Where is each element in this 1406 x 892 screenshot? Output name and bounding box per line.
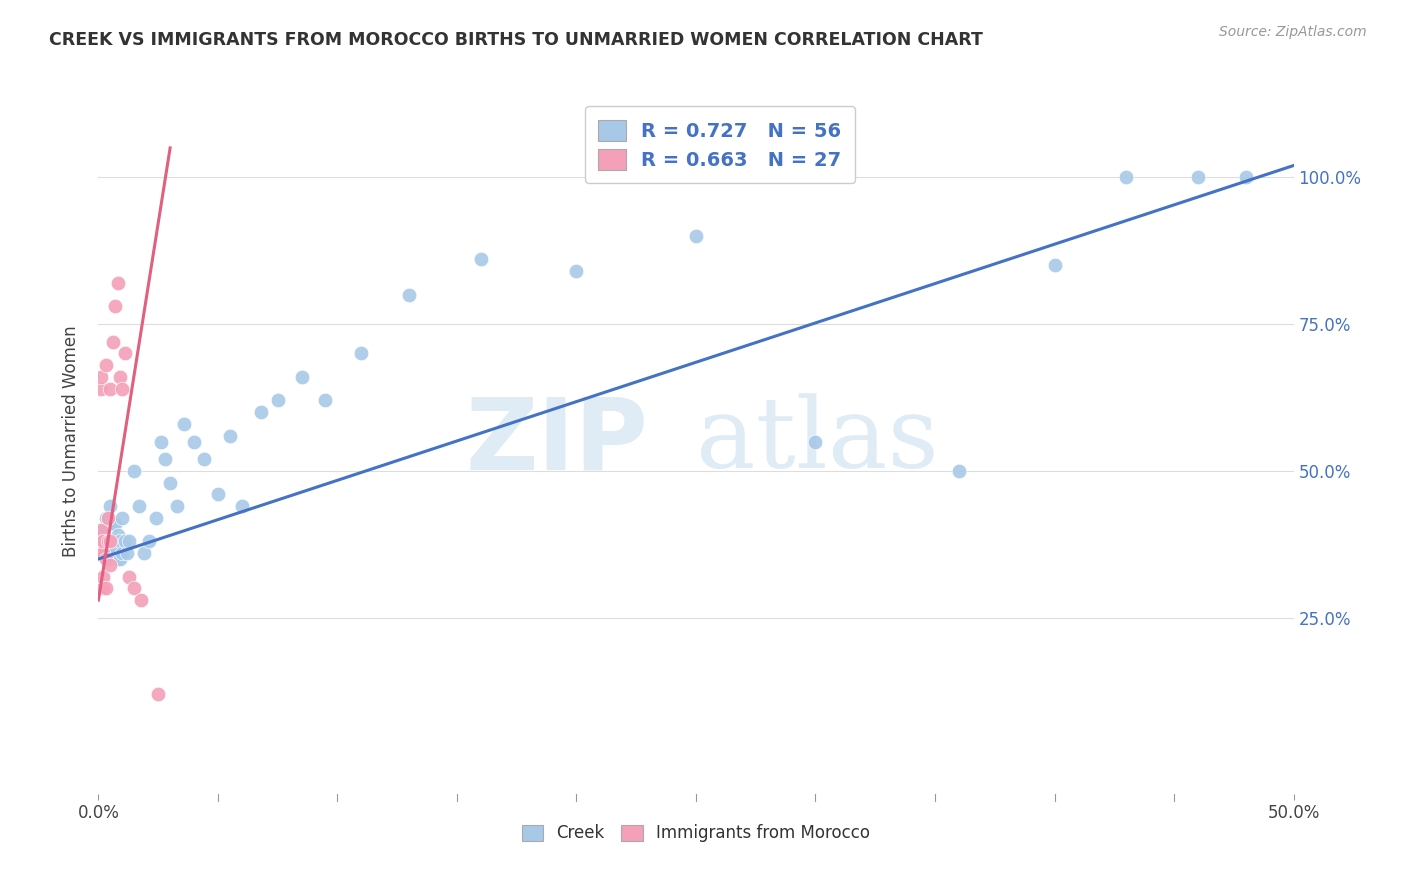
Point — [94, 534, 117, 549]
Point — [155, 452, 177, 467]
Point — [291, 370, 314, 384]
Point — [470, 252, 492, 267]
Point — [101, 534, 124, 549]
Point — [128, 499, 150, 513]
Point — [94, 582, 117, 596]
Point — [108, 370, 131, 384]
Point — [118, 534, 141, 549]
Point — [111, 511, 134, 525]
Point — [1115, 170, 1137, 185]
Point — [114, 346, 136, 360]
Point — [108, 534, 131, 549]
Point — [91, 546, 114, 560]
Point — [804, 434, 827, 449]
Point — [138, 534, 160, 549]
Point — [1187, 170, 1209, 185]
Point — [565, 264, 588, 278]
Point — [131, 593, 153, 607]
Point — [111, 546, 134, 560]
Point — [98, 552, 122, 566]
Text: atlas: atlas — [696, 393, 939, 490]
Point — [101, 546, 124, 560]
Point — [108, 552, 131, 566]
Point — [97, 534, 120, 549]
Point — [90, 523, 112, 537]
Point — [231, 499, 253, 513]
Point — [90, 382, 112, 396]
Point — [145, 511, 167, 525]
Point — [104, 516, 127, 531]
Y-axis label: Births to Unmarried Women: Births to Unmarried Women — [62, 326, 80, 558]
Point — [90, 534, 112, 549]
Point — [315, 393, 337, 408]
Text: CREEK VS IMMIGRANTS FROM MOROCCO BIRTHS TO UNMARRIED WOMEN CORRELATION CHART: CREEK VS IMMIGRANTS FROM MOROCCO BIRTHS … — [49, 31, 983, 49]
Point — [94, 358, 117, 372]
Point — [107, 552, 129, 566]
Point — [250, 405, 273, 419]
Text: ZIP: ZIP — [465, 393, 648, 490]
Point — [91, 534, 114, 549]
Point — [94, 511, 117, 525]
Point — [104, 300, 127, 314]
Point — [124, 464, 146, 478]
Point — [148, 687, 170, 701]
Point — [104, 540, 127, 554]
Legend: Creek, Immigrants from Morocco: Creek, Immigrants from Morocco — [515, 818, 877, 849]
Text: Source: ZipAtlas.com: Source: ZipAtlas.com — [1219, 25, 1367, 39]
Point — [207, 487, 229, 501]
Point — [97, 546, 120, 560]
Point — [132, 546, 155, 560]
Point — [97, 534, 120, 549]
Point — [115, 546, 138, 560]
Point — [91, 523, 114, 537]
Point — [166, 499, 188, 513]
Point — [173, 417, 195, 431]
Point — [90, 546, 112, 560]
Point — [159, 475, 181, 490]
Point — [685, 229, 707, 244]
Point — [124, 582, 146, 596]
Point — [91, 534, 114, 549]
Point — [193, 452, 215, 467]
Point — [98, 382, 122, 396]
Point — [97, 511, 120, 525]
Point — [111, 382, 134, 396]
Point — [118, 569, 141, 583]
Point — [94, 546, 117, 560]
Point — [350, 346, 373, 360]
Point — [98, 499, 122, 513]
Point — [219, 428, 242, 442]
Point — [98, 558, 122, 572]
Point — [101, 516, 124, 531]
Point — [107, 528, 129, 542]
Point — [90, 370, 112, 384]
Point — [114, 534, 136, 549]
Point — [149, 434, 172, 449]
Point — [267, 393, 290, 408]
Point — [948, 464, 970, 478]
Point — [1043, 258, 1066, 272]
Point — [183, 434, 205, 449]
Point — [91, 582, 114, 596]
Point — [1234, 170, 1257, 185]
Point — [91, 569, 114, 583]
Point — [107, 276, 129, 290]
Point — [94, 552, 117, 566]
Point — [98, 534, 122, 549]
Point — [398, 287, 420, 301]
Point — [97, 511, 120, 525]
Point — [101, 334, 124, 349]
Point — [98, 534, 122, 549]
Point — [90, 546, 112, 560]
